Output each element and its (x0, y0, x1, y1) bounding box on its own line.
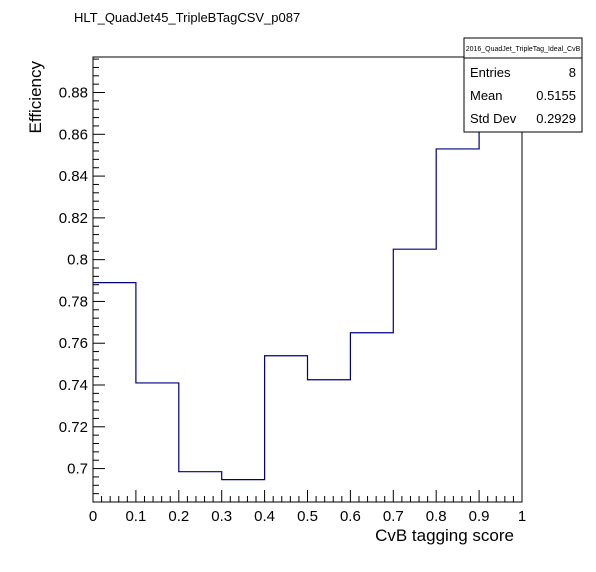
y-tick-label: 0.84 (59, 168, 88, 185)
x-tick-label: 0 (89, 508, 97, 525)
y-tick-label: 0.8 (67, 252, 88, 269)
x-tick-label: 0.1 (125, 508, 146, 525)
x-tick-label: 0.2 (168, 508, 189, 525)
plot-frame (93, 57, 522, 502)
y-tick-label: 0.76 (59, 335, 88, 352)
stats-entries-value: 8 (569, 65, 576, 80)
x-tick-label: 0.7 (383, 508, 404, 525)
y-tick-label: 0.88 (59, 85, 88, 102)
stats-mean-value: 0.5155 (536, 88, 576, 103)
y-tick-label: 0.7 (67, 461, 88, 478)
x-tick-label: 1 (518, 508, 526, 525)
y-tick-label: 0.78 (59, 293, 88, 310)
x-tick-label: 0.9 (469, 508, 490, 525)
x-axis-title: CvB tagging score (375, 526, 514, 545)
stats-stddev-value: 0.2929 (536, 111, 576, 126)
y-tick-label: 0.82 (59, 210, 88, 227)
stats-box-name: 2016_QuadJet_TripleTag_Ideal_CvB (466, 46, 581, 53)
x-tick-label: 0.6 (340, 508, 361, 525)
y-tick-label: 0.86 (59, 126, 88, 143)
y-tick-label: 0.72 (59, 419, 88, 436)
x-tick-label: 0.3 (211, 508, 232, 525)
x-tick-label: 0.8 (426, 508, 447, 525)
stats-entries-label: Entries (470, 65, 511, 80)
x-tick-label: 0.4 (254, 508, 275, 525)
x-tick-label: 0.5 (297, 508, 318, 525)
efficiency-histogram-line (93, 76, 522, 480)
stats-mean-label: Mean (470, 88, 503, 103)
chart-title: HLT_QuadJet45_TripleBTagCSV_p087 (74, 10, 300, 25)
y-tick-label: 0.74 (59, 377, 88, 394)
x-axis: 0 0.1 0.2 0.3 0.4 0.5 0.6 0.7 0.8 0.9 1 (89, 490, 526, 525)
y-axis-title: Efficiency (26, 61, 45, 134)
stats-stddev-label: Std Dev (470, 111, 517, 126)
stats-box: 2016_QuadJet_TripleTag_Ideal_CvB Entries… (464, 38, 582, 132)
y-axis: 0.7 0.72 0.74 0.76 0.78 0.8 0.82 0.84 0.86 0.88 (59, 59, 105, 502)
